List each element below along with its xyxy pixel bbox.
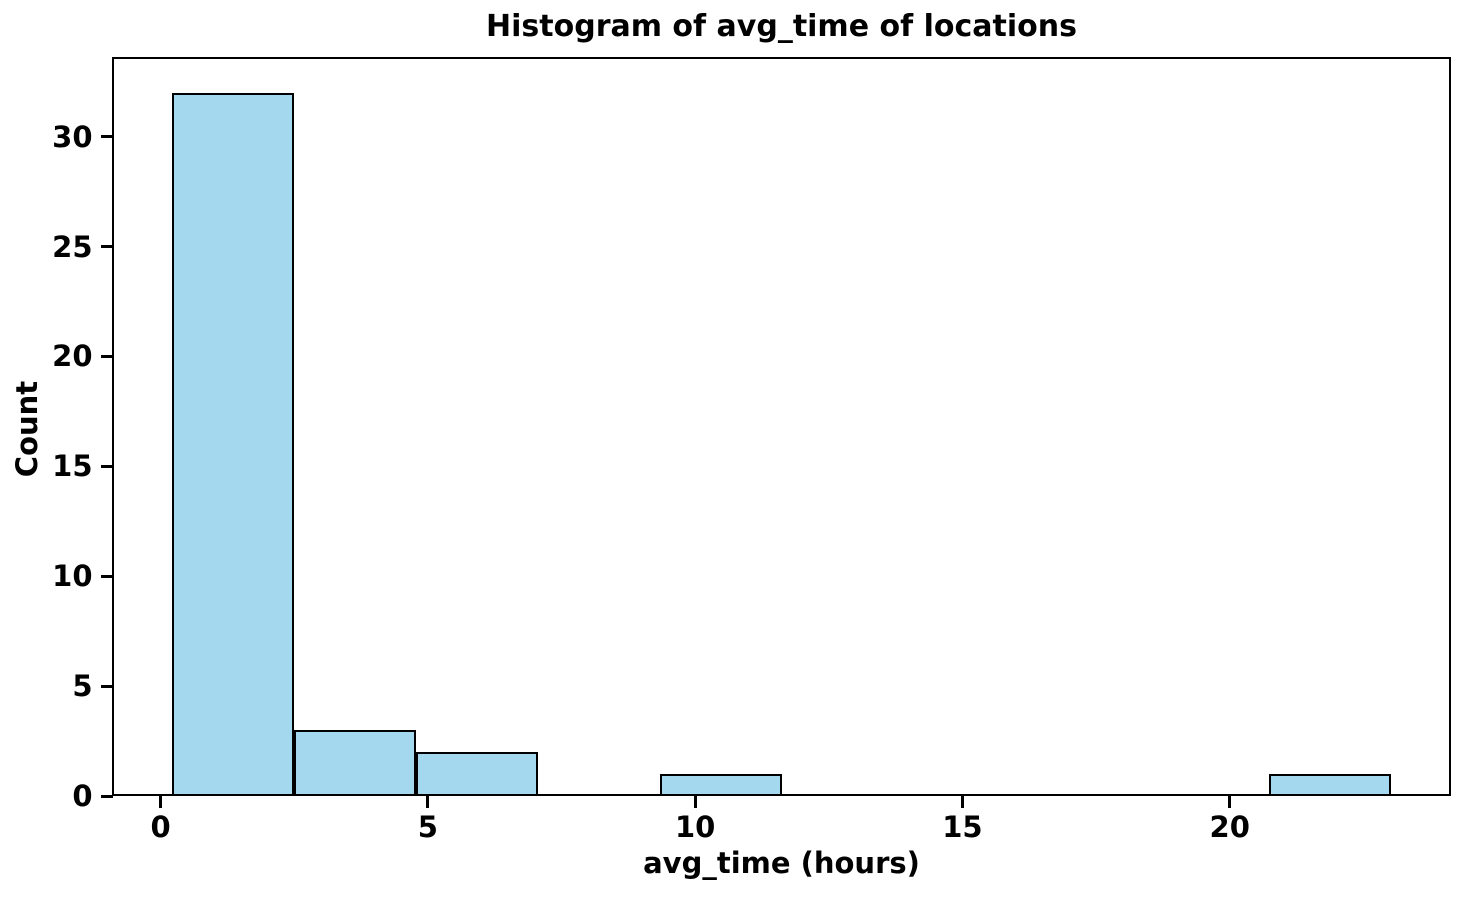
x-tick-mark — [693, 796, 697, 808]
x-tick-label: 10 — [674, 810, 716, 844]
y-tick-label: 30 — [52, 119, 93, 154]
histogram-bar — [416, 752, 538, 796]
x-tick-label: 20 — [1209, 810, 1250, 844]
histogram-bar — [294, 730, 417, 796]
x-tick-mark — [159, 796, 163, 808]
y-tick-label: 10 — [52, 559, 93, 594]
y-tick-label: 0 — [72, 779, 93, 813]
y-tick-label: 15 — [52, 449, 93, 484]
y-tick-mark — [100, 684, 113, 688]
histogram-bar — [172, 92, 295, 796]
histogram-bar — [659, 774, 782, 796]
histogram-bar — [1268, 774, 1391, 796]
y-tick-mark — [100, 574, 113, 578]
chart-title: Histogram of avg_time of locations — [486, 9, 1077, 44]
y-tick-mark — [100, 135, 113, 139]
x-tick-label: 15 — [942, 810, 983, 844]
x-tick-mark — [1228, 796, 1232, 808]
x-tick-mark — [426, 796, 430, 808]
y-tick-mark — [100, 245, 113, 249]
y-tick-label: 5 — [72, 669, 93, 704]
plot-area — [112, 57, 1451, 796]
x-tick-label: 5 — [417, 810, 438, 844]
y-tick-mark — [100, 354, 113, 358]
y-tick-label: 20 — [52, 339, 93, 374]
y-axis-label: Count — [10, 380, 44, 478]
y-tick-label: 25 — [52, 229, 93, 264]
y-tick-mark — [100, 794, 113, 798]
y-tick-mark — [100, 464, 113, 468]
x-tick-mark — [960, 796, 964, 808]
x-tick-label: 0 — [150, 810, 171, 844]
x-axis-label: avg_time (hours) — [643, 846, 920, 880]
